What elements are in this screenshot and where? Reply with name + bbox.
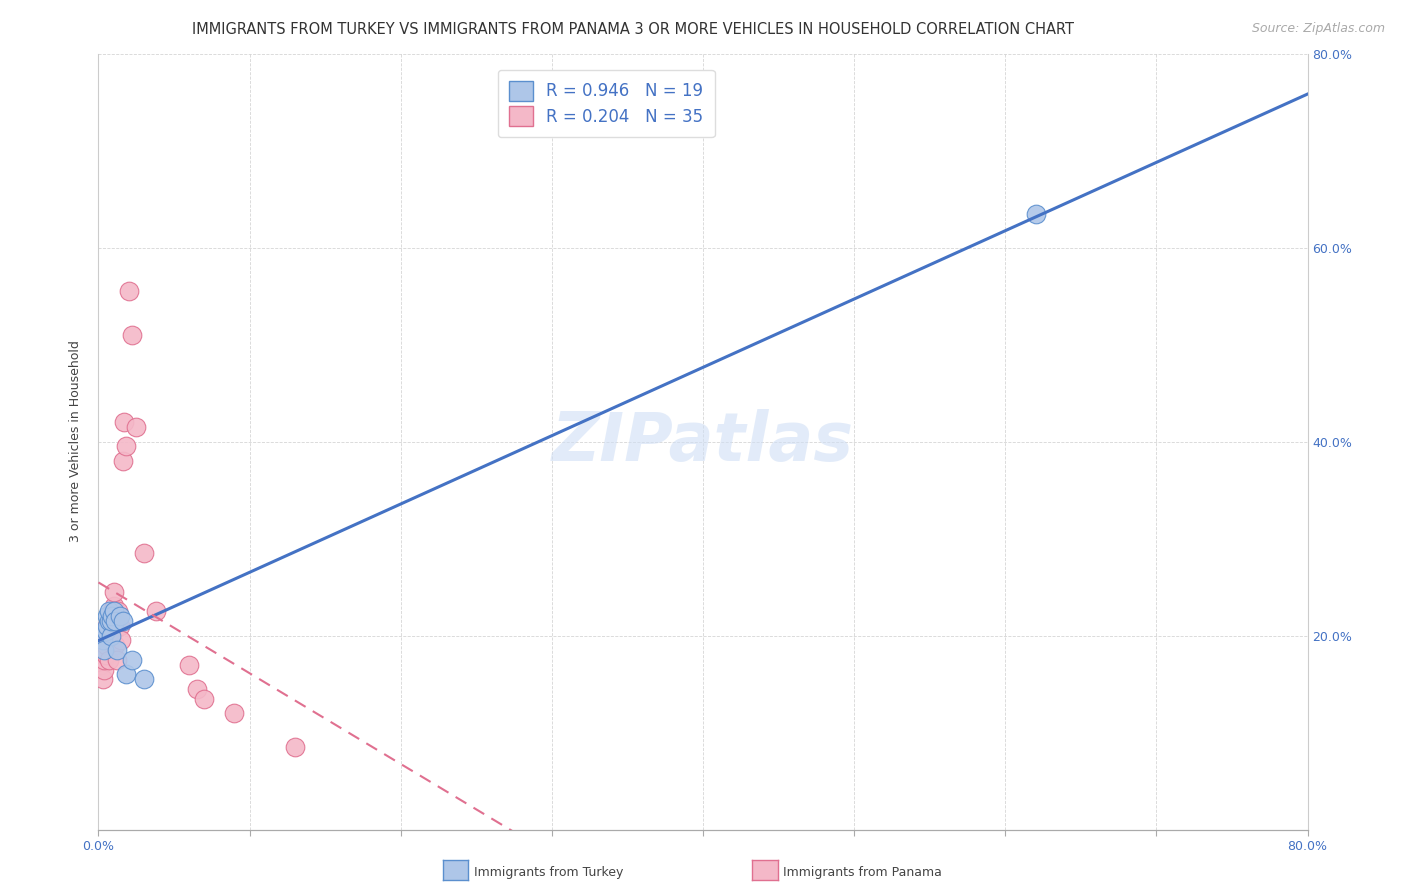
Point [118, 284, 141, 298]
Point [1024, 206, 1046, 220]
Point [111, 614, 134, 628]
Point [114, 439, 136, 453]
Point [145, 604, 167, 618]
Point [284, 740, 307, 755]
Point [93, 663, 115, 677]
Text: Source: ZipAtlas.com: Source: ZipAtlas.com [1251, 22, 1385, 36]
Point [93, 653, 115, 667]
Text: ZIPatlas: ZIPatlas [553, 409, 853, 475]
Point [96, 619, 118, 633]
Point [108, 609, 131, 624]
Point [103, 585, 125, 599]
Point [104, 614, 127, 628]
Text: Immigrants from Turkey: Immigrants from Turkey [474, 866, 623, 879]
Point [104, 638, 127, 652]
Point [107, 604, 129, 618]
Legend: R = 0.946   N = 19, R = 0.204   N = 35: R = 0.946 N = 19, R = 0.204 N = 35 [498, 70, 714, 137]
Point [98, 614, 121, 628]
Point [101, 604, 124, 618]
Point [94, 638, 117, 652]
Point [101, 609, 124, 624]
Point [121, 327, 143, 342]
Point [103, 604, 125, 618]
Point [193, 691, 215, 706]
Point [105, 653, 128, 667]
Point [96, 609, 118, 624]
Point [101, 614, 124, 628]
Point [100, 619, 122, 633]
Point [114, 667, 136, 681]
Point [224, 706, 246, 721]
Point [179, 657, 201, 672]
Point [98, 604, 121, 618]
Point [100, 633, 122, 648]
Point [96, 628, 118, 642]
Point [108, 619, 131, 633]
Point [103, 599, 125, 614]
Point [186, 681, 208, 696]
Point [112, 415, 135, 429]
Point [100, 628, 122, 642]
Point [93, 643, 115, 657]
Point [91, 633, 114, 648]
Point [100, 614, 122, 628]
Point [94, 624, 117, 638]
Point [132, 672, 155, 686]
Text: Immigrants from Panama: Immigrants from Panama [783, 866, 942, 879]
Text: IMMIGRANTS FROM TURKEY VS IMMIGRANTS FROM PANAMA 3 OR MORE VEHICLES IN HOUSEHOLD: IMMIGRANTS FROM TURKEY VS IMMIGRANTS FRO… [191, 22, 1074, 37]
Point [98, 633, 121, 648]
Point [125, 420, 148, 434]
Point [105, 643, 128, 657]
Point [132, 546, 155, 560]
Point [90, 657, 112, 672]
Point [110, 633, 132, 648]
Point [91, 672, 114, 686]
Point [121, 653, 143, 667]
Point [96, 619, 118, 633]
Y-axis label: 3 or more Vehicles in Household: 3 or more Vehicles in Household [69, 341, 83, 542]
Point [107, 614, 129, 628]
Point [111, 454, 134, 468]
Point [94, 648, 117, 662]
Point [98, 653, 121, 667]
